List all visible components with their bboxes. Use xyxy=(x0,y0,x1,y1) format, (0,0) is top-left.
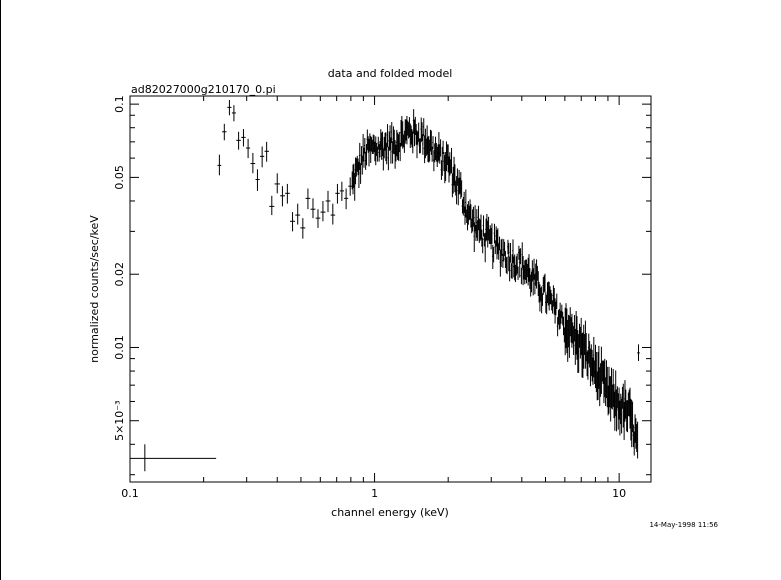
y-tick-label: 0.02 xyxy=(113,262,126,287)
chart-title: data and folded model xyxy=(328,67,453,80)
y-tick-label: 5×10⁻³ xyxy=(113,400,126,440)
x-axis-label: channel energy (keV) xyxy=(331,506,449,519)
y-tick-label: 0.05 xyxy=(113,165,126,190)
left-border-line xyxy=(0,0,1,580)
chart-subtitle: ad82027000g210170_0.pi xyxy=(131,83,276,96)
y-tick-label: 0.01 xyxy=(113,335,126,360)
axis-tick-labels: 0.1 1 10 0.1 0.05 0.02 0.01 5×10⁻³ xyxy=(113,95,626,500)
x-tick-label: 1 xyxy=(371,487,378,500)
axis-ticks xyxy=(129,96,651,482)
timestamp: 14-May-1998 11:56 xyxy=(649,521,718,529)
x-tick-label: 10 xyxy=(612,487,626,500)
data-marks xyxy=(130,99,640,472)
y-tick-label: 0.1 xyxy=(113,95,126,113)
y-axis-label: normalized counts/sec/keV xyxy=(88,215,101,363)
plot-frame xyxy=(129,95,652,483)
x-tick-label: 0.1 xyxy=(121,487,139,500)
